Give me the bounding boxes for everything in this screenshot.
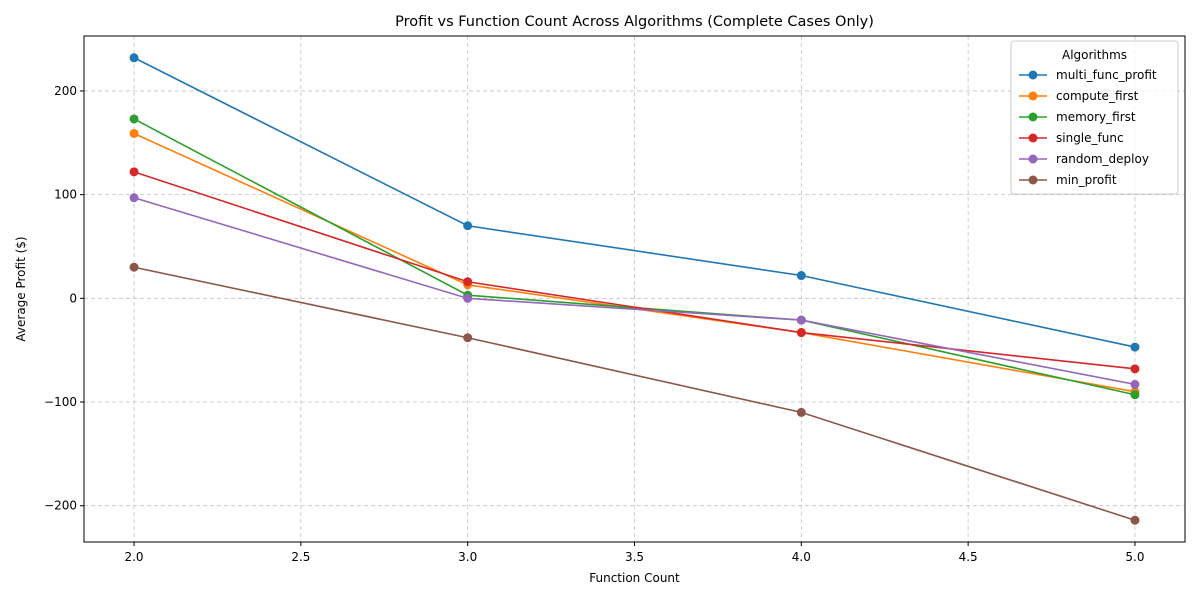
data-point: [796, 328, 806, 338]
x-tick-label: 4.0: [792, 550, 811, 564]
x-tick-label: 4.5: [959, 550, 978, 564]
series-single_func: [129, 167, 1140, 374]
legend-marker: [1028, 133, 1038, 143]
data-point: [796, 271, 806, 281]
data-point: [1130, 364, 1140, 374]
series-multi_func_profit: [129, 53, 1140, 352]
data-point: [463, 333, 473, 343]
x-tick-label: 3.5: [625, 550, 644, 564]
legend-label: min_profit: [1056, 173, 1117, 187]
y-tick-label: −100: [44, 395, 77, 409]
data-point: [1130, 390, 1140, 400]
y-axis-label: Average Profit ($): [14, 236, 28, 341]
legend-label: compute_first: [1056, 89, 1139, 103]
legend-item-single_func: single_func: [1019, 131, 1124, 145]
series-line: [133, 196, 1136, 386]
legend-item-random_deploy: random_deploy: [1019, 152, 1149, 166]
data-point: [129, 193, 139, 203]
legend-marker: [1028, 112, 1038, 122]
y-tick-label: 100: [54, 188, 77, 202]
legend-marker: [1028, 175, 1038, 185]
series-line: [133, 171, 1136, 370]
series-line: [133, 266, 1136, 521]
axis-ticks: 2.0 2.5 3.0 3.5 4.0 4.5 5.0 −200 −100 0 100 200: [44, 84, 1144, 564]
data-point: [1130, 515, 1140, 525]
data-point: [1130, 379, 1140, 389]
x-tick-label: 2.0: [124, 550, 143, 564]
series-line: [133, 57, 1136, 348]
legend-item-multi_func_profit: multi_func_profit: [1019, 68, 1157, 82]
legend-box: [1010, 40, 1179, 195]
legend-label: random_deploy: [1056, 152, 1149, 166]
x-tick-label: 2.5: [291, 550, 310, 564]
chart-title: Profit vs Function Count Across Algorith…: [395, 14, 874, 30]
data-point: [129, 128, 139, 138]
data-point: [463, 293, 473, 303]
legend-marker: [1028, 70, 1038, 80]
legend-label: multi_func_profit: [1056, 68, 1157, 82]
legend-marker: [1028, 154, 1038, 164]
y-tick-label: 0: [69, 291, 77, 305]
legend-item-min_profit: min_profit: [1019, 173, 1117, 187]
x-axis-label: Function Count: [589, 571, 680, 585]
x-tick-label: 5.0: [1125, 550, 1144, 564]
y-tick-label: 200: [54, 84, 77, 98]
legend-item-compute_first: compute_first: [1019, 89, 1139, 103]
data-point: [129, 53, 139, 63]
data-point: [796, 315, 806, 325]
legend: Algorithms multi_func_profit compute_firs…: [1010, 40, 1179, 195]
data-point: [129, 262, 139, 272]
legend-label: single_func: [1056, 131, 1124, 145]
series-random_deploy: [129, 193, 1140, 389]
data-point: [1130, 342, 1140, 352]
legend-item-memory_first: memory_first: [1019, 110, 1136, 124]
data-point: [129, 167, 139, 177]
x-tick-label: 3.0: [458, 550, 477, 564]
data-point: [796, 407, 806, 417]
y-tick-label: −200: [44, 499, 77, 513]
legend-marker: [1028, 91, 1038, 101]
data-point: [129, 114, 139, 124]
legend-title: Algorithms: [1062, 48, 1127, 62]
data-point: [463, 277, 473, 287]
data-point: [463, 221, 473, 231]
legend-label: memory_first: [1056, 110, 1136, 124]
series-lines: [129, 53, 1140, 525]
series-min_profit: [129, 262, 1140, 525]
